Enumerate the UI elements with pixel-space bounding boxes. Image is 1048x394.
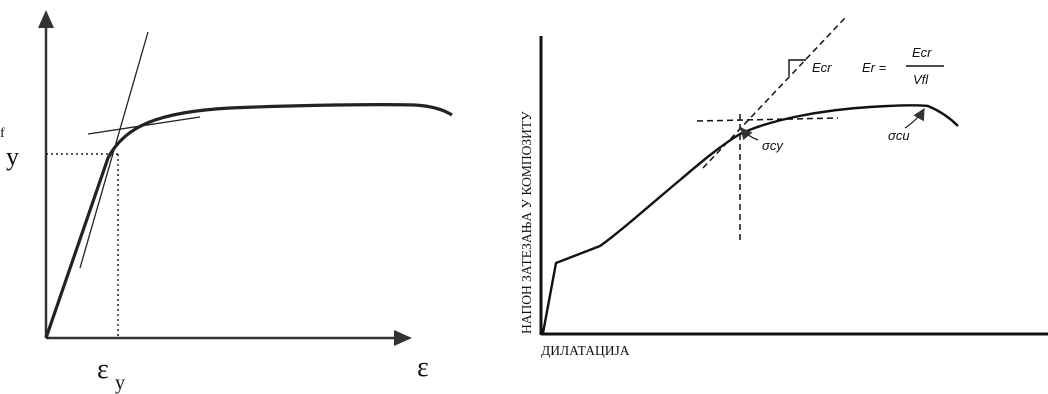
left-y-axis-arrow [38, 10, 54, 28]
right-sigma-cy-label: σcy [762, 138, 784, 153]
right-x-axis-label: ДИЛАТАЦИЈА [541, 343, 630, 358]
left-yield-stress-label-main: f [0, 126, 5, 141]
right-formula-lhs: Er = [862, 60, 887, 75]
left-x-axis-label: ε [417, 352, 429, 383]
right-formula-denominator: Vfl [913, 72, 929, 87]
left-yield-stress-label-sub: y [6, 142, 19, 171]
right-formula-numerator: Ecr [912, 45, 932, 60]
right-y-axis-label: НАПОН ЗАТЕЗАЊА У КОМПОЗИТУ [519, 111, 534, 334]
right-sigma-cy-leader [740, 127, 759, 141]
left-stress-strain-diagram: f y ε y ε [0, 10, 453, 394]
left-stress-strain-curve [44, 103, 453, 339]
left-initial-tangent-line [79, 31, 149, 269]
left-x-axis-arrow [394, 330, 412, 346]
left-plateau-tangent-line [87, 116, 201, 135]
right-sigma-cu-leader [904, 107, 925, 129]
right-slope-triangle [788, 59, 806, 76]
right-sigma-cu-label: σcu [888, 128, 910, 143]
left-yield-strain-label-sub: y [115, 372, 125, 394]
right-yield-horizontal-dashed [696, 117, 839, 122]
right-composite-stress-strain-diagram: НАПОН ЗАТЕЗАЊА У КОМПОЗИТУ ДИЛАТАЦИЈА Ec… [519, 17, 1048, 358]
left-yield-strain-label-main: ε [97, 354, 109, 385]
right-slope-label: Ecr [812, 60, 832, 75]
right-initial-slope-dashed [702, 17, 846, 169]
right-composite-curve [541, 104, 959, 334]
